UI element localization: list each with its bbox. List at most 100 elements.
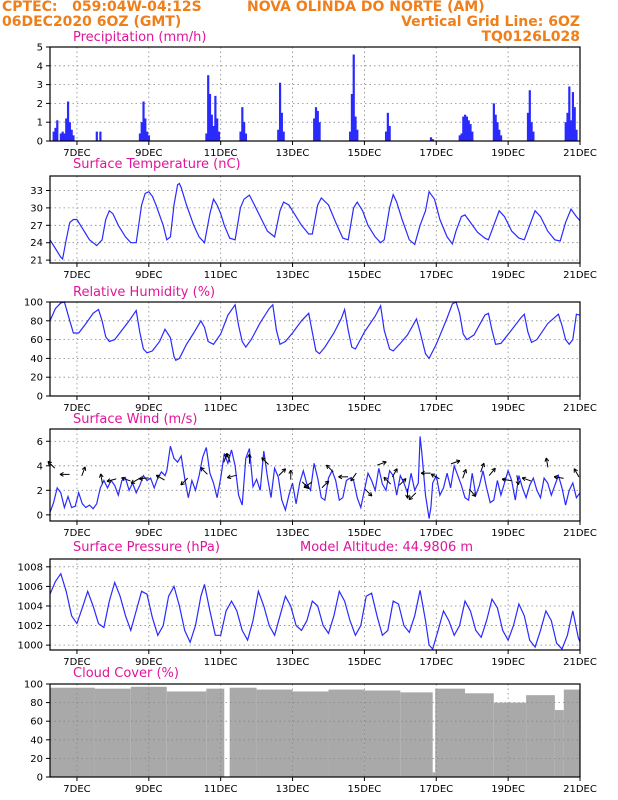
y-tick-label: 60 — [30, 717, 43, 728]
x-tick-label: 13DEC — [276, 270, 310, 281]
y-tick-label: 100 — [24, 680, 43, 691]
y-tick-label: 3 — [37, 80, 43, 91]
wind-arrow — [100, 473, 103, 484]
precip-bar — [460, 133, 463, 141]
precip-bar — [280, 112, 283, 141]
x-tick-label: 13DEC — [276, 148, 310, 159]
precip-bar — [277, 129, 280, 141]
wind-arrow-head — [200, 467, 203, 472]
y-tick-label: 33 — [30, 186, 43, 197]
x-tick-label: 21DEC — [563, 270, 597, 281]
wind-arrow-head — [393, 468, 398, 472]
precip-bar — [571, 92, 575, 141]
wind-arrow-head — [462, 468, 467, 473]
wind-arrow-head — [261, 457, 264, 462]
precip-bar — [471, 131, 474, 141]
y-tick-label: 1 — [37, 118, 43, 129]
wind-arrow-head — [338, 476, 343, 480]
wind-arrow-head — [303, 483, 307, 488]
wind-arrow-head — [402, 478, 407, 481]
precip-bar — [61, 131, 64, 141]
x-tick-label: 7DEC — [63, 270, 90, 281]
wind-arrow-head — [59, 472, 64, 475]
wind-arrow-head — [261, 457, 266, 460]
header-model: TQ0126L028 — [481, 29, 580, 45]
panel-4: Surface Wind (m/s) 0 2 4 6 7DEC 9DEC 11DEC 13DEC… — [37, 412, 597, 539]
y-tick-label: 27 — [30, 221, 43, 232]
wind-arrow-head — [455, 459, 461, 462]
wind-arrow-head — [518, 480, 521, 485]
wind-arrow — [462, 469, 467, 479]
wind-arrow-head — [247, 453, 250, 458]
y-tick-label: 4 — [37, 461, 43, 472]
y-tick-label: 100 — [24, 298, 43, 309]
wind-arrow — [545, 457, 549, 468]
precip-bar — [207, 75, 210, 141]
wind-arrow-head — [138, 478, 143, 481]
plot-frame — [49, 46, 581, 142]
wind-arrow-head — [407, 494, 410, 499]
precip-bar — [56, 120, 59, 141]
cloud-bar — [292, 691, 329, 777]
wind-arrow-head — [350, 478, 355, 482]
wind-arrow-head — [121, 477, 125, 482]
wind-arrow-head — [138, 476, 143, 480]
cloud-bar — [130, 686, 167, 777]
x-tick-label: 17DEC — [419, 528, 453, 539]
x-tick-label: 11DEC — [204, 528, 238, 539]
precip-bar — [142, 101, 145, 141]
wind-arrow-head — [327, 480, 330, 485]
plot-frame — [49, 428, 581, 522]
precip-bar — [350, 94, 354, 141]
wind-arrow — [573, 468, 580, 478]
precip-bar — [568, 86, 571, 141]
wind-arrow-head — [325, 464, 329, 470]
precip-bar — [462, 116, 465, 141]
y-tick-label: 1006 — [18, 582, 43, 593]
y-tick-label: 24 — [30, 238, 43, 249]
header-station: CPTEC: 059:04W-04:12S — [2, 0, 202, 15]
wind-arrow — [303, 481, 313, 488]
precip-bar — [354, 116, 357, 141]
wind-arrow-head — [248, 453, 252, 458]
wind-arrow — [430, 473, 440, 480]
precip-bar — [66, 101, 70, 141]
plot-frame — [49, 558, 581, 651]
wind-arrow-head — [338, 474, 343, 478]
y-tick-label: 0 — [37, 137, 43, 148]
x-tick-label: 15DEC — [348, 270, 382, 281]
precip-bar — [314, 107, 318, 141]
precip-bar — [239, 131, 242, 141]
wind-arrow-head — [59, 473, 64, 477]
x-tick-label: 19DEC — [491, 148, 525, 159]
panel-1: Precipitation (mm/h) 0 1 2 3 4 5 7DEC 9DEC 11DEC 1… — [37, 30, 597, 159]
cloud-bar — [526, 695, 555, 777]
precip-bar — [469, 124, 472, 141]
wind-arrow-head — [456, 460, 461, 464]
x-tick-label: 17DEC — [419, 148, 453, 159]
wind-arrow — [156, 474, 165, 481]
y-tick-label: 0 — [37, 773, 43, 784]
precip-bar — [282, 131, 285, 141]
panel-title: Precipitation (mm/h) — [73, 30, 206, 45]
plot-frame — [49, 175, 581, 264]
x-tick-label: 11DEC — [204, 148, 238, 159]
wind-arrow-head — [545, 457, 550, 462]
x-tick-label: 13DEC — [276, 403, 310, 414]
precip-bar — [95, 131, 98, 141]
panel-title: Relative Humidity (%) — [73, 285, 215, 300]
wind-arrow-head — [544, 457, 547, 462]
wind-arrow-head — [522, 476, 527, 479]
precip-bar — [496, 122, 499, 141]
wind-arrow-head — [106, 480, 111, 483]
wind-arrow-head — [326, 464, 331, 467]
cloud-bar — [554, 710, 564, 777]
wind-arrow-head — [408, 495, 411, 500]
precip-bar — [566, 112, 569, 141]
wind-arrow — [398, 478, 407, 486]
precip-bar — [147, 135, 151, 141]
cloud-bar — [206, 688, 225, 777]
y-tick-label: 0 — [37, 392, 43, 403]
wind-arrow-head — [180, 483, 185, 486]
